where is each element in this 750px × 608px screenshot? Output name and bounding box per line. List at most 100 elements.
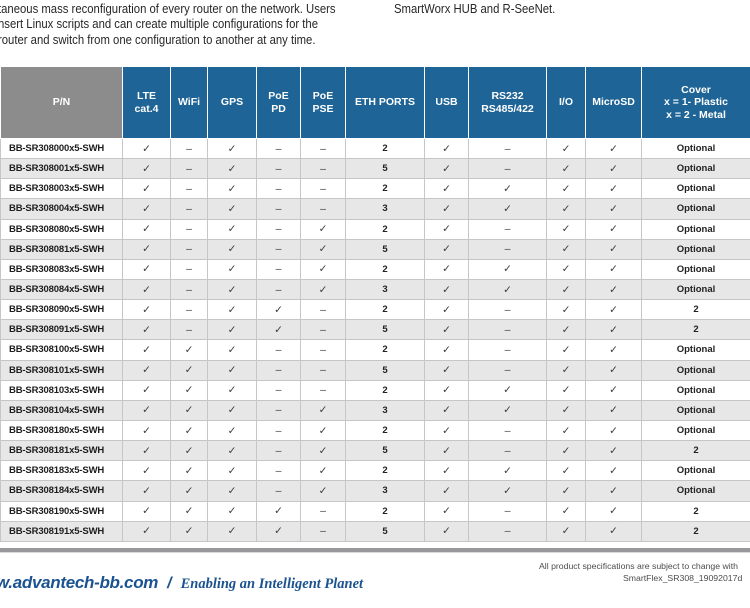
check-icon: ✓ [207,480,257,502]
value-cell: 2 [345,218,425,240]
value-cell: 5 [345,158,425,180]
dash-icon: – [468,319,547,341]
column-header-wifi: WiFi [170,66,208,139]
value-cell: 2 [345,137,425,160]
check-icon: ✓ [207,339,257,361]
check-icon: ✓ [468,379,547,401]
column-header-poe-pse: PoE PSE [300,66,346,139]
part-number-cell: BB-SR308080x5-SWH [0,218,123,240]
check-icon: ✓ [207,258,257,280]
intro-text-line: router and switch from one configuration… [0,31,316,47]
check-icon: ✓ [585,137,642,160]
value-cell: Optional [641,480,750,502]
dash-icon: – [468,137,547,160]
check-icon: ✓ [468,278,547,301]
check-icon: ✓ [207,137,257,160]
check-icon: ✓ [170,339,208,361]
value-cell: Optional [641,178,750,200]
check-icon: ✓ [207,460,257,482]
table-row: BB-SR308180x5-SWH ✓ ✓ ✓ – ✓ 2 ✓ – ✓ ✓ Optional [0,419,750,442]
footer-divider [0,548,750,552]
check-icon: ✓ [122,198,171,220]
check-icon: ✓ [546,520,586,542]
check-icon: ✓ [585,399,642,421]
dash-icon: – [300,520,346,542]
check-icon: ✓ [468,399,547,421]
dash-icon: – [300,198,346,220]
value-cell: Optional [641,278,750,301]
check-icon: ✓ [546,399,586,421]
table-row: BB-SR308000x5-SWH ✓ – ✓ – –2 ✓ – ✓ ✓ Optional [0,137,750,160]
dash-icon: – [468,359,547,381]
value-cell: 5 [345,440,425,462]
check-icon: ✓ [546,339,586,361]
value-cell: Optional [641,218,750,240]
check-icon: ✓ [424,440,469,462]
dash-icon: – [300,319,346,341]
check-icon: ✓ [585,440,642,462]
dash-icon: – [170,258,208,280]
check-icon: ✓ [122,440,171,462]
product-spec-table: P/N LTE cat.4 WiFi GPS PoE PD PoE PSE ETH PORTS US… [0,66,750,542]
value-cell: 2 [345,258,425,280]
check-icon: ✓ [585,520,642,542]
dash-icon: – [468,299,547,321]
check-icon: ✓ [207,520,257,542]
dash-icon: – [170,319,208,341]
part-number-cell: BB-SR308004x5-SWH [0,198,123,220]
check-icon: ✓ [585,198,642,220]
check-icon: ✓ [207,440,257,462]
check-icon: ✓ [122,238,171,260]
check-icon: ✓ [122,500,171,522]
check-icon: ✓ [122,399,171,421]
dash-icon: – [468,520,547,542]
part-number-cell: BB-SR308184x5-SWH [0,480,123,502]
footer-url-link[interactable]: w.advantech-bb.com [0,573,159,592]
check-icon: ✓ [468,460,547,482]
part-number-cell: BB-SR308091x5-SWH [0,319,123,341]
check-icon: ✓ [170,460,208,482]
part-number-cell: BB-SR308090x5-SWH [0,299,123,321]
check-icon: ✓ [468,480,547,502]
check-icon: ✓ [207,500,257,522]
dash-icon: – [300,158,346,180]
dash-icon: – [256,198,301,220]
check-icon: ✓ [546,198,586,220]
value-cell: 2 [641,440,750,462]
dash-icon: – [256,218,301,240]
check-icon: ✓ [207,158,257,180]
check-icon: ✓ [122,278,171,301]
check-icon: ✓ [300,278,346,301]
check-icon: ✓ [122,339,171,361]
value-cell: 3 [345,278,425,301]
check-icon: ✓ [170,359,208,381]
table-header-row: P/N LTE cat.4 WiFi GPS PoE PD PoE PSE ETH PORTS US… [0,66,750,139]
check-icon: ✓ [300,419,346,442]
check-icon: ✓ [424,500,469,522]
value-cell: 3 [345,399,425,421]
check-icon: ✓ [207,299,257,321]
dash-icon: – [468,419,547,442]
check-icon: ✓ [300,238,346,260]
dash-icon: – [468,500,547,522]
value-cell: 2 [345,460,425,482]
check-icon: ✓ [546,379,586,401]
check-icon: ✓ [424,158,469,180]
dash-icon: – [256,137,301,160]
value-cell: Optional [641,399,750,421]
value-cell: 2 [641,299,750,321]
part-number-cell: BB-SR308083x5-SWH [0,258,123,280]
part-number-cell: BB-SR308084x5-SWH [0,278,123,301]
value-cell: 5 [345,520,425,542]
column-header-io: I/O [546,66,586,139]
check-icon: ✓ [207,379,257,401]
check-icon: ✓ [170,480,208,502]
dash-icon: – [170,198,208,220]
part-number-cell: BB-SR308103x5-SWH [0,379,123,401]
table-row: BB-SR308001x5-SWH ✓ – ✓ – –5 ✓ – ✓ ✓ Optional [0,158,750,180]
dash-icon: – [170,178,208,200]
footer-tagline: Enabling an Intelligent Planet [180,576,364,592]
check-icon: ✓ [585,299,642,321]
column-header-rs232-rs485-422: RS232 RS485/422 [468,66,547,139]
check-icon: ✓ [122,520,171,542]
